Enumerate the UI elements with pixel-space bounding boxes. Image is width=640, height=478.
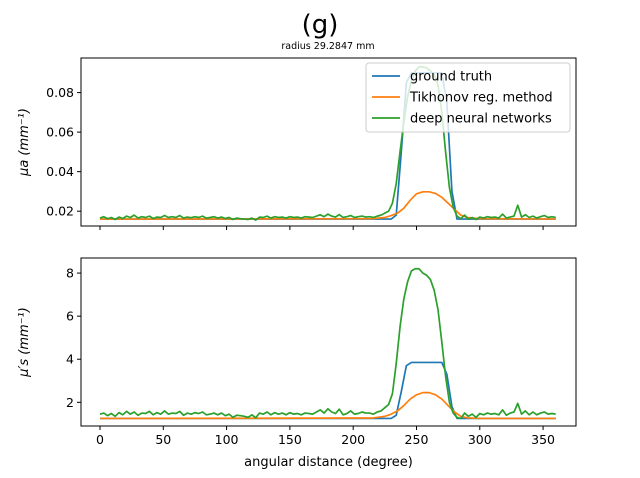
legend-label-ground-truth: ground truth — [410, 70, 492, 85]
legend-label-tikhonov: Tikhonov reg. method — [409, 91, 553, 106]
top-ylabel: μa (mm⁻¹) — [17, 108, 32, 177]
legend-frame — [365, 62, 571, 133]
top-ytick-label: 0.08 — [46, 85, 74, 100]
bottom-ylabel: μ′s (mm⁻¹) — [17, 307, 32, 378]
bottom-series-ground-truth-line — [99, 361, 556, 420]
top-axes-frame — [80, 57, 577, 227]
top-panel: 0.02 0.04 0.06 0.08 μa (mm⁻¹) — [17, 57, 577, 230]
top-ytick-label: 0.04 — [46, 164, 74, 179]
bottom-xtick-label: 50 — [155, 432, 171, 447]
bottom-xtick-label: 250 — [405, 432, 429, 447]
figure-subtitle: radius 29.2847 mm — [281, 41, 374, 52]
top-ytick-label: 0.06 — [46, 125, 74, 140]
bottom-ytick-label: 4 — [66, 352, 74, 367]
bottom-xtick-label: 200 — [341, 432, 365, 447]
bottom-xtick-label: 100 — [215, 432, 239, 447]
bottom-ytick-label: 8 — [66, 266, 74, 281]
bottom-ytick-label: 2 — [66, 395, 74, 410]
bottom-xtick-label: 300 — [468, 432, 492, 447]
top-ytick-label: 0.02 — [46, 204, 74, 219]
bottom-xtick-label: 350 — [531, 432, 555, 447]
bottom-xlabel: angular distance (degree) — [244, 455, 413, 470]
top-series-dnn-line — [99, 66, 556, 221]
legend: ground truth Tikhonov reg. method deep n… — [365, 62, 571, 133]
bottom-ytick-label: 6 — [66, 309, 74, 324]
bottom-panel: 2 4 6 8 0 50 100 150 200 250 300 350 μ′s (mm⁻¹) angul… — [17, 257, 577, 470]
bottom-xtick-label: 0 — [96, 432, 104, 447]
figure-title: (g) — [302, 10, 339, 40]
bottom-series-dnn-line — [99, 267, 556, 420]
legend-label-dnn: deep neural networks — [410, 112, 552, 127]
top-series-tikhonov-line — [99, 190, 556, 220]
bottom-xtick-label: 150 — [278, 432, 302, 447]
bottom-axes-frame — [80, 257, 577, 427]
